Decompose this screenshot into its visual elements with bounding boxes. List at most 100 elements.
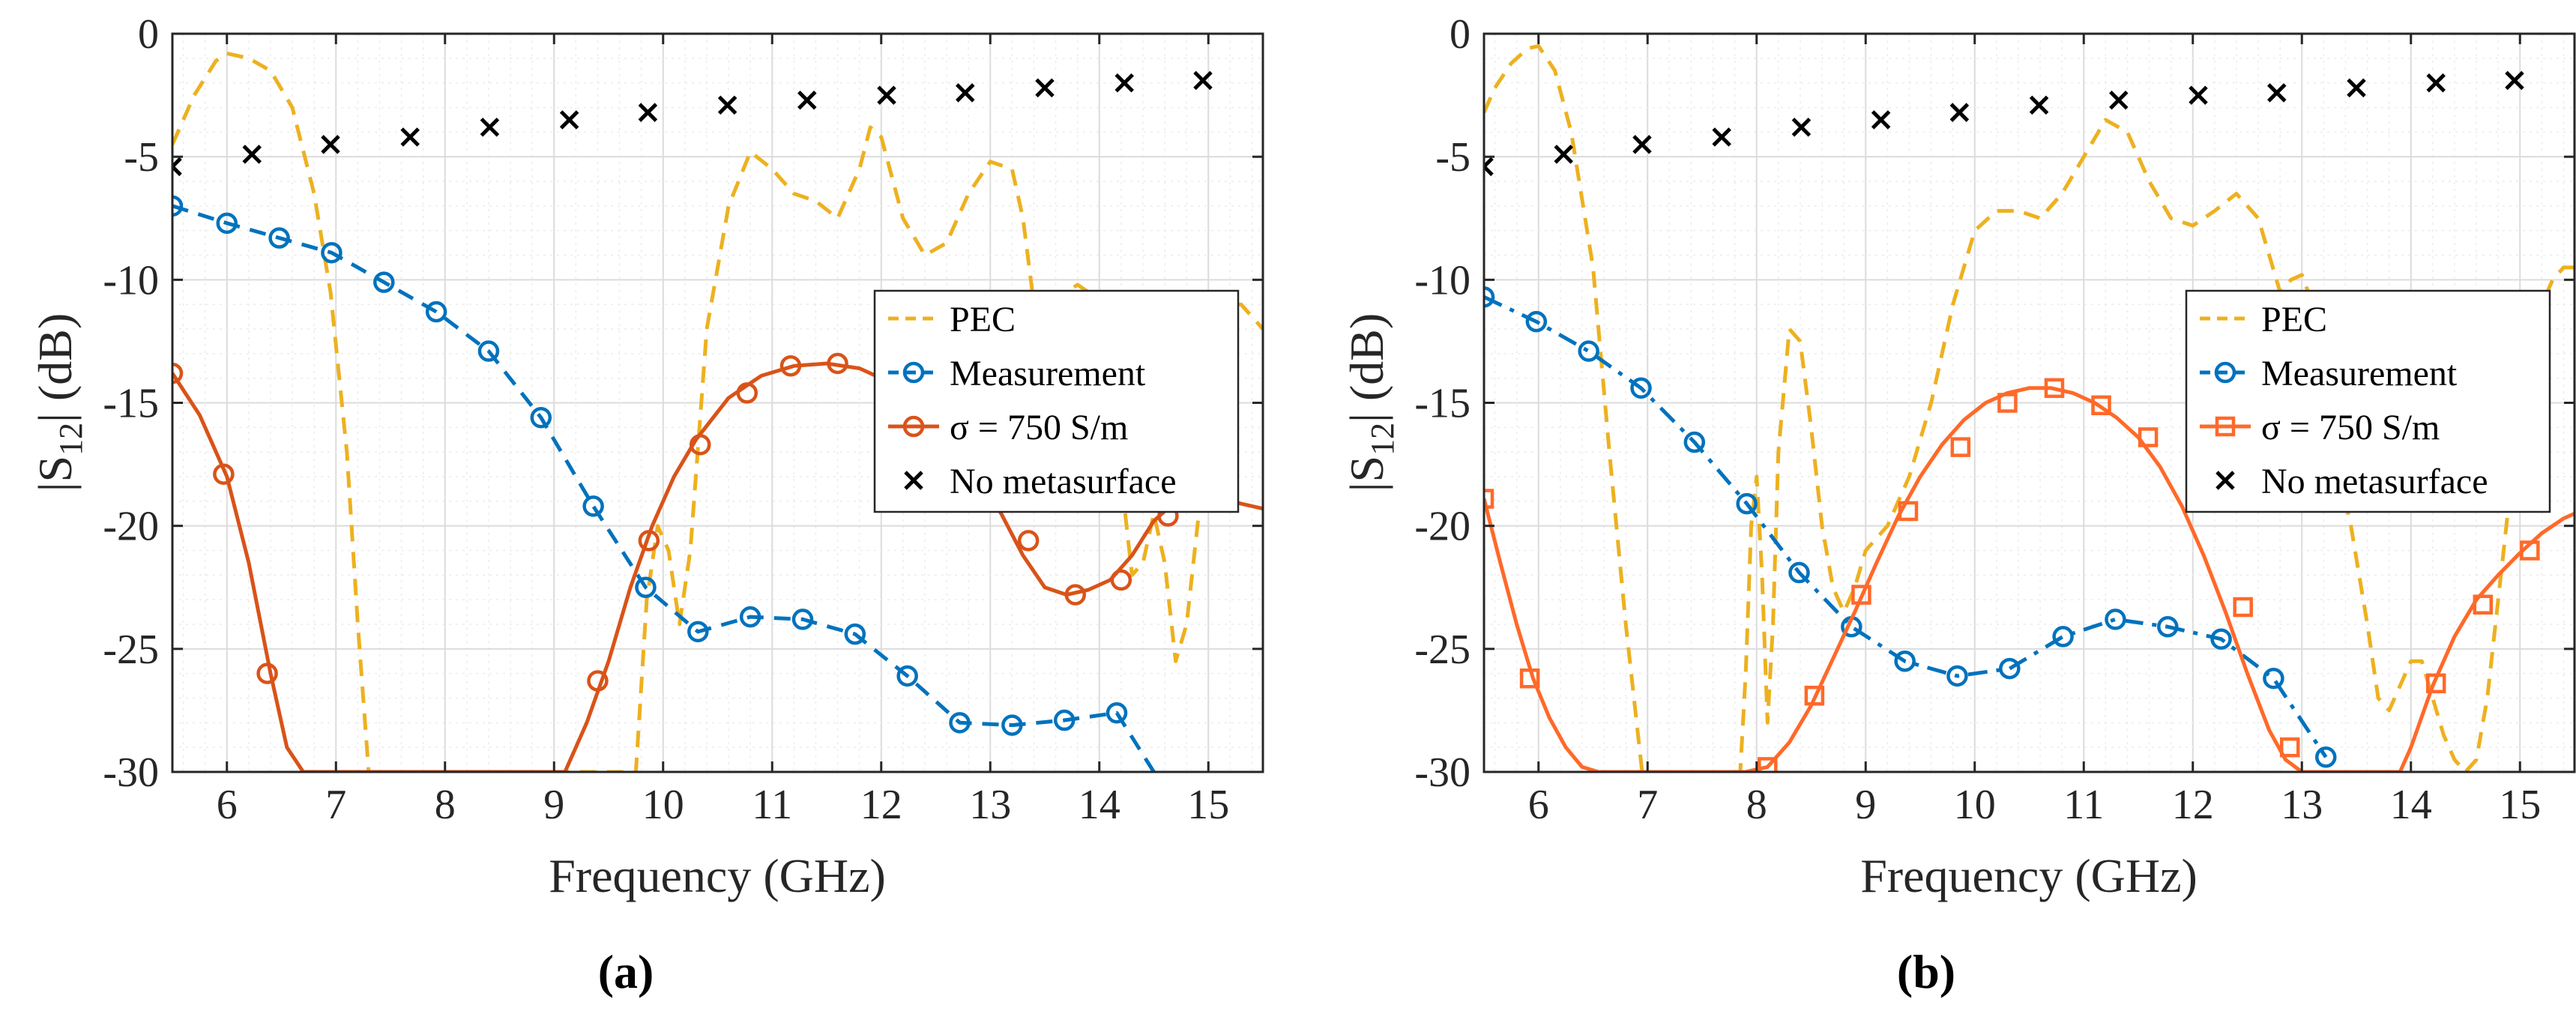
series-b-no-metasurface-point	[2189, 85, 2208, 105]
x-tick-label: 13	[969, 782, 1011, 828]
series-a-no-metasurface-point	[1114, 73, 1134, 93]
y-axis-label-a-end: | (dB)	[28, 313, 82, 423]
series-b-measurement-point	[1946, 665, 1968, 687]
series-b-no-metasurface-point	[2267, 83, 2287, 103]
x-tick-label: 9	[1855, 782, 1876, 828]
series-b--750-s-m-point	[2279, 737, 2300, 758]
series-b--750-s-m-point	[1519, 668, 1540, 689]
series-b-no-metasurface-point	[1554, 145, 1573, 164]
series-a--750-s-m-point	[256, 663, 278, 684]
series-b-pec-line	[1484, 43, 2575, 772]
series-a-no-metasurface-point	[559, 110, 579, 130]
series-a-measurement-point	[739, 606, 761, 628]
series-a-measurement-point	[268, 227, 290, 249]
x-tick-label: 15	[1187, 782, 1229, 828]
series-a-no-metasurface-point	[1193, 70, 1213, 91]
series-a-no-metasurface-point	[400, 127, 420, 147]
series-b--750-s-m	[1484, 378, 2575, 772]
series-b-measurement-point	[2105, 609, 2126, 630]
series-b--750-s-m-point	[2520, 540, 2540, 561]
series-b-measurement-point	[2315, 746, 2337, 768]
series-b--750-s-m-point	[2138, 427, 2159, 447]
series-a--750-s-m-point	[827, 352, 848, 375]
series-a-no-metasurface-point	[877, 85, 896, 105]
chart-panel-b: 6 7 8 9 10 11 12 13 14 15 0 -5 -10 -15 -20 -25 -30 Frequ…	[1340, 11, 2576, 998]
legend-item: Measurement	[888, 354, 1146, 393]
series-b-measurement-point	[1484, 286, 1495, 308]
series-a-measurement-point	[1053, 709, 1076, 731]
y-axis-label-a: |S12| (dB)	[28, 313, 89, 492]
series-b-measurement-point	[2052, 626, 2074, 648]
legend-swatch-marker	[2215, 471, 2235, 490]
legend-label: σ = 750 S/m	[950, 408, 1128, 447]
series-a-no-metasurface	[172, 70, 1213, 177]
series-a--750-s-m-point	[736, 382, 758, 404]
series-b-measurement-point	[2210, 628, 2232, 650]
legend-label: PEC	[2261, 300, 2327, 339]
series-a-no-metasurface-point	[480, 117, 500, 137]
series-a--750-s-m-point	[172, 362, 184, 384]
series-a-measurement-point	[530, 406, 552, 429]
series-b--750-s-m-point	[1950, 437, 1971, 457]
series-b-measurement-line	[1484, 295, 2328, 758]
x-tick-label: 10	[642, 782, 684, 828]
legend-swatch-marker	[2215, 416, 2236, 437]
series-a-no-metasurface-point	[956, 83, 975, 103]
series-b-measurement-point	[1683, 431, 1706, 453]
series-b--750-s-m-point	[1997, 393, 2018, 413]
series-a-no-metasurface-point	[638, 103, 658, 122]
legend-item: No metasurface	[904, 462, 1177, 501]
legend-swatch-marker	[904, 471, 923, 490]
series-b-measurement	[1484, 286, 2337, 768]
legend-swatch-marker	[2214, 361, 2236, 384]
series-a-measurement-point	[477, 340, 500, 362]
series-b--750-s-m-point	[2091, 395, 2111, 416]
series-a-measurement-point	[844, 623, 866, 645]
x-tick-label: 6	[217, 782, 238, 828]
series-a-no-metasurface-point	[797, 90, 817, 110]
legend-item: No metasurface	[2215, 462, 2488, 501]
tick-labels-a: 6 7 8 9 10 11 12 13 14 15 0 -5 -10 -15 -20 -25 -30	[103, 11, 1263, 828]
series-a-pec	[172, 51, 1263, 772]
series-b-no-metasurface-point	[1484, 157, 1494, 177]
series-a-no-metasurface-point	[242, 145, 262, 164]
y-tick-label: -10	[103, 257, 159, 304]
y-axis-label-b-sub: 12	[1364, 423, 1401, 456]
series-a--750-s-m-point	[779, 355, 802, 377]
series-b-measurement-point	[1578, 340, 1599, 362]
legend-label: Measurement	[2261, 354, 2458, 393]
series-b-no-metasurface-point	[1949, 103, 1970, 122]
x-tick-label: 7	[1637, 782, 1658, 828]
series-b-measurement-point	[1894, 651, 1916, 672]
series-a--750-s-m-point	[587, 670, 609, 692]
legend-label: PEC	[950, 300, 1016, 339]
series-b--750-s-m-point	[2425, 673, 2446, 694]
series-b-measurement-point	[2157, 616, 2179, 638]
series-b--750-s-m-point	[2044, 378, 2065, 399]
y-axis-label-b: |S12| (dB)	[1340, 313, 1401, 492]
series-b-no-metasurface-point	[1871, 110, 1891, 130]
series-a--750-s-m-point	[1110, 569, 1132, 591]
plot-area-a	[172, 51, 1263, 772]
series-a-measurement-point	[321, 241, 343, 264]
series-a-measurement-point	[791, 609, 814, 630]
x-tick-label: 7	[325, 782, 346, 828]
legend-swatch-marker	[902, 361, 925, 384]
panel-label-b: (b)	[1897, 945, 1955, 998]
series-a--750-s-m-point	[1017, 530, 1040, 552]
series-a-measurement-point	[896, 665, 918, 687]
y-tick-label: 0	[138, 11, 159, 58]
series-a-no-metasurface-point	[1035, 78, 1055, 98]
series-b-no-metasurface-point	[1632, 134, 1652, 154]
y-axis-label-b-main: |S	[1340, 456, 1393, 492]
x-tick-label: 15	[2499, 782, 2541, 828]
series-a-measurement-point	[635, 576, 657, 598]
legend-a: PEC Measurement σ = 750 S/m No metasurface	[873, 289, 1240, 513]
series-b-measurement-point	[1525, 310, 1548, 333]
series-b--750-s-m-point	[1898, 501, 1919, 522]
panel-label-a: (a)	[598, 945, 654, 998]
x-tick-label: 11	[2063, 782, 2104, 828]
x-tick-label: 10	[1954, 782, 1996, 828]
series-a--750-s-m-point	[1064, 584, 1086, 606]
x-tick-label: 8	[435, 782, 456, 828]
